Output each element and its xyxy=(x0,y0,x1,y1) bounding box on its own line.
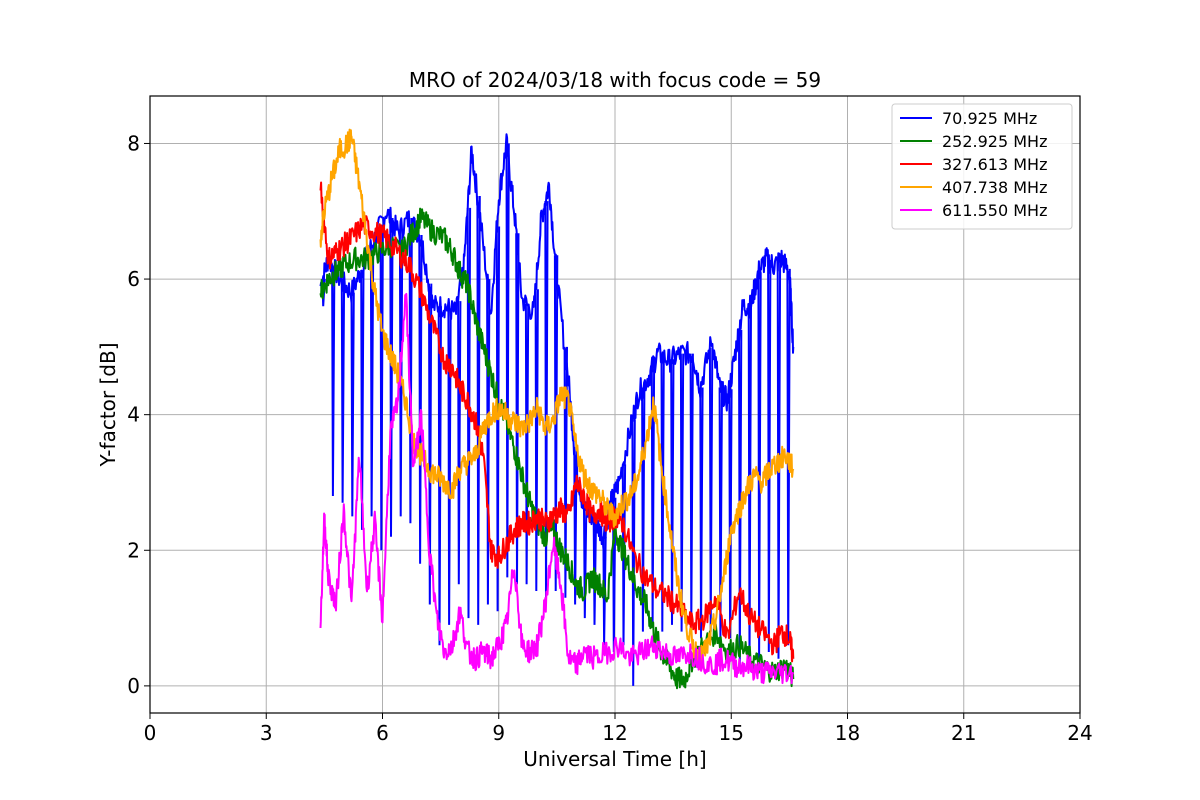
series-dip xyxy=(398,229,404,517)
y-axis-label: Y-factor [dB] xyxy=(96,342,120,467)
series-line xyxy=(319,128,795,671)
legend: 70.925 MHz 252.925 MHz 327.613 MHz 407.738 … xyxy=(891,103,1073,230)
series-dip xyxy=(437,306,442,646)
y-tick-label: 6 xyxy=(127,267,140,291)
legend-label: 327.613 MHz xyxy=(942,155,1047,174)
series-dip xyxy=(641,387,646,632)
series-dip xyxy=(495,226,501,612)
series-dip xyxy=(592,520,597,625)
x-tick-label: 18 xyxy=(835,721,860,745)
legend-box xyxy=(891,103,1073,230)
series-dip xyxy=(728,389,733,639)
y-tick-label: 4 xyxy=(127,403,140,427)
series-4 xyxy=(319,292,795,685)
series-dip xyxy=(534,289,539,592)
x-tick-label: 24 xyxy=(1067,721,1092,745)
series-2 xyxy=(319,181,795,663)
series-dip xyxy=(340,281,346,503)
x-tick-label: 3 xyxy=(260,721,273,745)
y-tick-label: 0 xyxy=(127,674,140,698)
series-dip xyxy=(583,509,588,619)
series-dip xyxy=(379,224,384,551)
y-tick-label: 2 xyxy=(127,538,140,562)
series-dip xyxy=(553,255,559,592)
series-dip xyxy=(486,279,491,605)
x-tick-label: 15 xyxy=(719,721,744,745)
series-dip xyxy=(767,260,772,653)
series-dip xyxy=(369,247,375,517)
series-dip xyxy=(457,301,462,585)
series-dip xyxy=(428,283,433,605)
series-dip xyxy=(786,268,791,646)
series-dip xyxy=(408,217,413,524)
series-dip xyxy=(708,347,714,632)
series-0 xyxy=(319,133,795,686)
x-tick-label: 12 xyxy=(602,721,627,745)
series-dip xyxy=(331,265,336,497)
series-dip xyxy=(573,446,578,605)
series-line xyxy=(319,181,795,663)
x-tick-label: 0 xyxy=(144,721,157,745)
x-axis-label: Universal Time [h] xyxy=(523,747,706,771)
series-dip xyxy=(524,303,530,585)
series-dip xyxy=(350,292,355,517)
series-dip xyxy=(776,262,782,659)
x-tick-label: 9 xyxy=(492,721,505,745)
legend-label: 407.738 MHz xyxy=(942,178,1047,197)
legend-label: 70.925 MHz xyxy=(942,109,1037,128)
x-tick-label: 21 xyxy=(951,721,976,745)
series-dip xyxy=(447,308,452,625)
series-dip xyxy=(660,355,665,632)
series-dip xyxy=(418,234,423,564)
legend-label: 611.550 MHz xyxy=(942,201,1047,220)
series-dip xyxy=(505,143,510,578)
x-tick-label: 6 xyxy=(376,721,389,745)
series-dip xyxy=(563,346,568,598)
legend-label: 252.925 MHz xyxy=(942,132,1047,151)
series-dip xyxy=(360,269,365,530)
series-dip xyxy=(476,195,481,625)
series-dip xyxy=(466,207,472,619)
series-dip xyxy=(389,217,394,537)
series-dip xyxy=(631,419,636,686)
series-layer xyxy=(319,128,795,690)
series-dip xyxy=(679,353,685,632)
series-dip xyxy=(670,359,675,625)
y-tick-label: 8 xyxy=(127,131,140,155)
series-line xyxy=(319,292,795,685)
series-3 xyxy=(319,128,795,671)
chart-title: MRO of 2024/03/18 with focus code = 59 xyxy=(409,68,821,92)
